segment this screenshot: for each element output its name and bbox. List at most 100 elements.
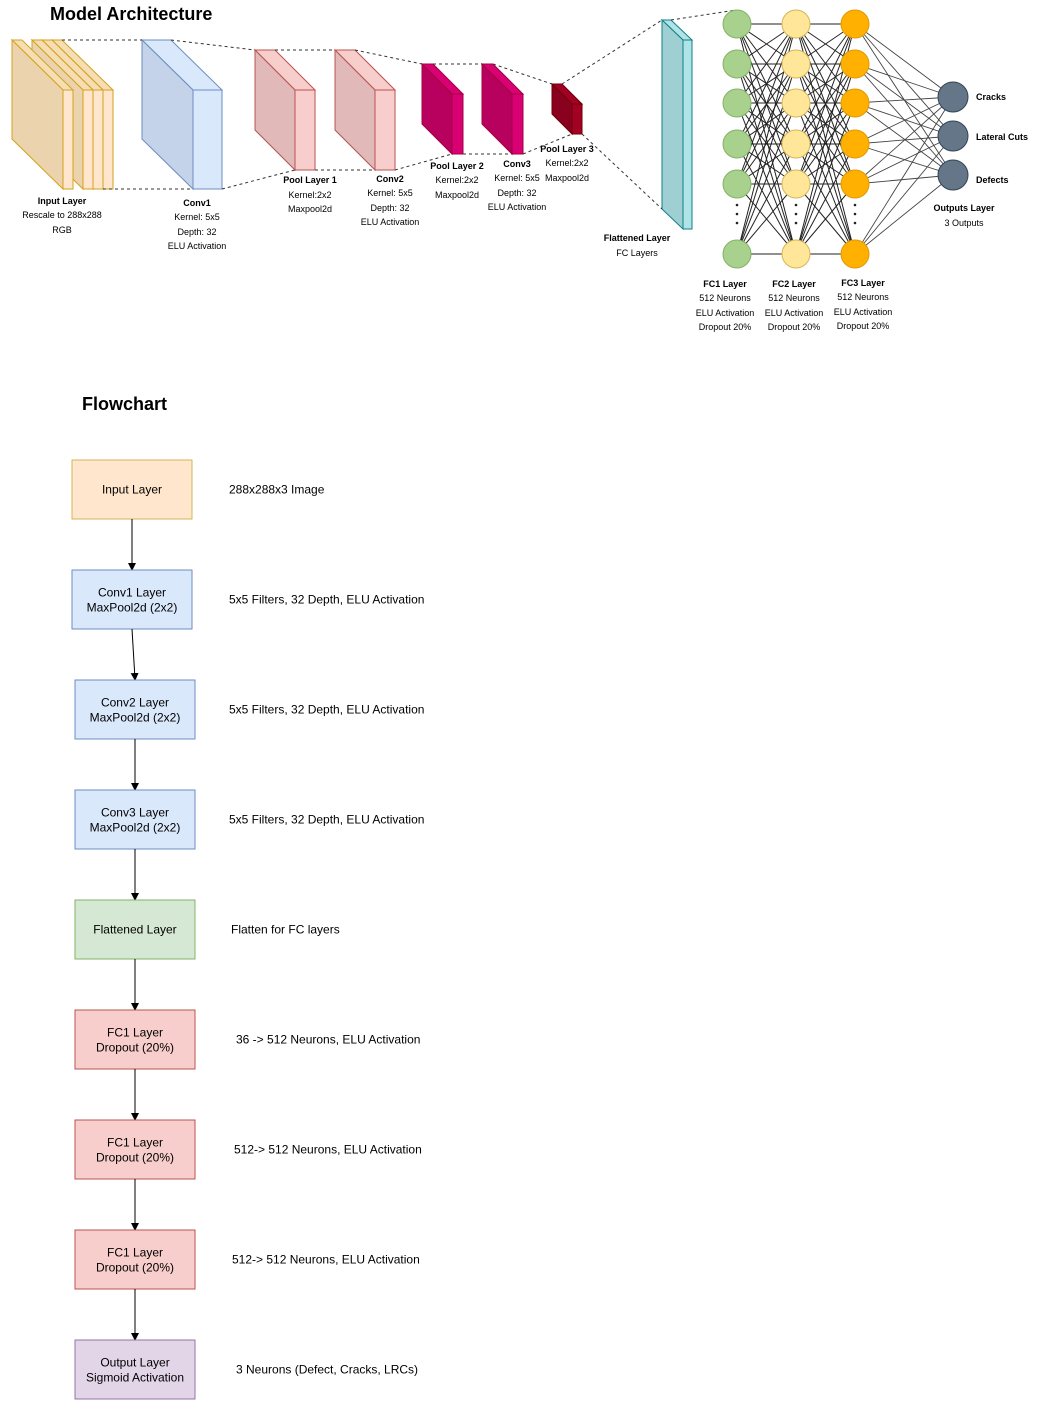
pool3-block xyxy=(550,82,584,136)
output-neuron xyxy=(937,120,969,152)
svg-text:Maxpool2d: Maxpool2d xyxy=(288,204,332,214)
svg-text:Conv2: Conv2 xyxy=(376,174,404,184)
flowchart-title: Flowchart xyxy=(82,394,167,414)
svg-text:Conv3: Conv3 xyxy=(503,159,531,169)
fc1-ellipsis-dot xyxy=(735,221,739,225)
output-label-cracks: Cracks xyxy=(976,92,1006,102)
svg-text:Depth: 32: Depth: 32 xyxy=(370,203,409,213)
flow-box xyxy=(74,1339,196,1400)
fc3-neuron xyxy=(840,169,870,199)
fc1-neuron xyxy=(722,169,752,199)
fc3-ellipsis-dot xyxy=(853,203,857,207)
svg-text:Maxpool2d: Maxpool2d xyxy=(545,173,589,183)
conv2-label: Conv2 Kernel: 5x5 Depth: 32 ELU Activati… xyxy=(361,174,420,227)
pool1-label: Pool Layer 1 Kernel:2x2 Maxpool2d xyxy=(283,175,337,214)
fc-edge xyxy=(795,102,856,255)
flow-box xyxy=(74,1229,196,1290)
fc-edge xyxy=(854,102,954,176)
fc2-neuron xyxy=(781,49,811,79)
cnn-blocks: Input Layer Rescale to 288x288 RGB Conv1… xyxy=(10,9,737,258)
conv3-label: Conv3 Kernel: 5x5 Depth: 32 ELU Activati… xyxy=(488,159,547,212)
fc1-neuron xyxy=(722,9,752,39)
fc3-ellipsis-dot xyxy=(853,221,857,225)
svg-text:Flattened Layer: Flattened Layer xyxy=(604,233,671,243)
flow-step-note: 512-> 512 Neurons, ELU Activation xyxy=(232,1253,420,1267)
svg-text:3 Outputs: 3 Outputs xyxy=(944,218,984,228)
svg-text:Pool Layer 3: Pool Layer 3 xyxy=(540,144,594,154)
svg-text:ELU Activation: ELU Activation xyxy=(765,308,824,318)
flow-step-note: 5x5 Filters, 32 Depth, ELU Activation xyxy=(229,813,424,827)
flow-box xyxy=(74,1009,196,1070)
svg-text:Dropout 20%: Dropout 20% xyxy=(837,321,890,331)
fc-edge xyxy=(795,183,856,255)
conv2-block xyxy=(333,48,397,172)
svg-text:Pool Layer 1: Pool Layer 1 xyxy=(283,175,337,185)
fc2-neuron xyxy=(781,9,811,39)
svg-text:Depth: 32: Depth: 32 xyxy=(177,227,216,237)
fc3-label: FC3 Layer 512 Neurons ELU Activation Dro… xyxy=(834,278,893,331)
svg-text:FC Layers: FC Layers xyxy=(616,248,658,258)
flow-step-note: 512-> 512 Neurons, ELU Activation xyxy=(234,1143,422,1157)
fc3-neuron xyxy=(840,88,870,118)
svg-text:Kernel:2x2: Kernel:2x2 xyxy=(288,190,331,200)
fc-edge xyxy=(854,96,954,185)
pool3-label: Pool Layer 3 Kernel:2x2 Maxpool2d xyxy=(540,144,594,183)
fc2-neuron xyxy=(781,239,811,269)
fc-edge xyxy=(854,102,954,137)
flow-step: Input Layer 288x288x3 Image xyxy=(71,459,325,520)
flow-box-label: MaxPool2d (2x2) xyxy=(90,821,181,835)
pool1-block xyxy=(253,48,317,172)
fc-edge xyxy=(854,96,954,255)
svg-text:Dropout 20%: Dropout 20% xyxy=(699,322,752,332)
fc1-neuron xyxy=(722,49,752,79)
flow-box-label: Conv1 Layer xyxy=(98,586,166,600)
fc-edge xyxy=(854,63,954,98)
flattened-label: Flattened Layer FC Layers xyxy=(604,233,671,258)
flow-box-label: FC1 Layer xyxy=(107,1136,163,1150)
flow-box-label: Output Layer xyxy=(100,1356,169,1370)
fc-edge xyxy=(854,23,954,137)
flow-step-note: 36 -> 512 Neurons, ELU Activation xyxy=(236,1033,420,1047)
flow-box xyxy=(71,459,193,520)
conv1-block xyxy=(140,38,224,191)
fc-edge xyxy=(736,23,797,185)
svg-text:ELU Activation: ELU Activation xyxy=(168,241,227,251)
svg-text:512 Neurons: 512 Neurons xyxy=(699,293,751,303)
fc2-ellipsis-dot xyxy=(794,203,798,207)
fc3-neuron xyxy=(840,129,870,159)
flow-box-label: Sigmoid Activation xyxy=(86,1371,184,1385)
flow-box-label: Dropout (20%) xyxy=(96,1261,174,1275)
fc-edge xyxy=(854,96,954,104)
fc-edge xyxy=(854,135,954,255)
flow-box xyxy=(71,569,193,630)
fc2-neuron xyxy=(781,169,811,199)
fc-edge xyxy=(736,23,797,104)
flow-step-note: 5x5 Filters, 32 Depth, ELU Activation xyxy=(229,703,424,717)
outputs-label: Outputs Layer 3 Outputs xyxy=(933,203,995,228)
output-neuron xyxy=(937,159,969,191)
fc-edges xyxy=(736,23,954,255)
block-connectors xyxy=(62,9,737,210)
fc1-ellipsis-dot xyxy=(735,212,739,216)
fc-nodes xyxy=(722,9,969,269)
fc1-neuron xyxy=(722,129,752,159)
fc1-neuron xyxy=(722,239,752,269)
fc1-neuron xyxy=(722,88,752,118)
svg-text:Dropout 20%: Dropout 20% xyxy=(768,322,821,332)
flow-box-label: FC1 Layer xyxy=(107,1246,163,1260)
fc3-ellipsis-dot xyxy=(853,212,857,216)
fc-edge xyxy=(795,23,856,185)
flow-box-label: MaxPool2d (2x2) xyxy=(87,601,178,615)
fc-edge xyxy=(736,23,797,145)
flow-box xyxy=(74,789,196,850)
svg-text:ELU Activation: ELU Activation xyxy=(361,217,420,227)
svg-text:Maxpool2d: Maxpool2d xyxy=(435,190,479,200)
svg-text:Kernel:2x2: Kernel:2x2 xyxy=(545,158,588,168)
flow-box-label: FC1 Layer xyxy=(107,1026,163,1040)
flow-box-label: Dropout (20%) xyxy=(96,1151,174,1165)
